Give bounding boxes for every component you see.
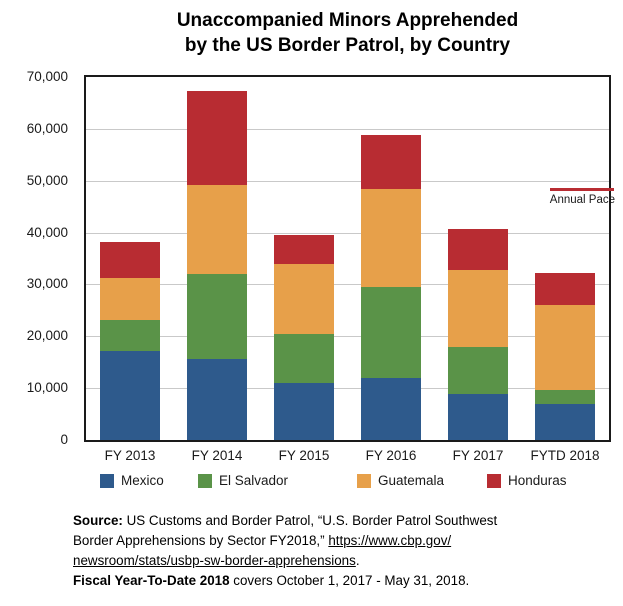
gridline-50000 xyxy=(86,181,609,182)
y-tick-70000: 70,000 xyxy=(26,69,68,84)
bar-segment-fy-2013-mexico xyxy=(99,350,160,440)
source-link-part-2[interactable]: newsroom/stats/usbp-sw-border-apprehensi… xyxy=(73,553,356,568)
bar-segment-fytd-2018-mexico xyxy=(535,404,596,440)
annual-pace-line xyxy=(550,188,615,191)
x-axis: FY 2013 FY 2014 FY 2015 FY 2016 FY 2017 FYTD … xyxy=(0,448,623,466)
source-line-1: Source: US Customs and Border Patrol, “U… xyxy=(73,511,563,531)
legend-label-honduras: Honduras xyxy=(508,473,567,488)
legend-swatch-honduras xyxy=(487,473,501,488)
bar-segment-fy-2014-mexico xyxy=(186,359,247,440)
bar-segment-fytd-2018-guatemala xyxy=(535,304,596,391)
x-axis-label-fy-2013: FY 2013 xyxy=(104,448,156,463)
plot-area: Annual Pace xyxy=(84,75,615,442)
bar-segment-fy-2015-el-salvador xyxy=(273,334,334,383)
bar-segment-fy-2014-honduras xyxy=(186,90,247,186)
bar-segment-fy-2013-guatemala xyxy=(99,277,160,320)
x-axis-label-fy-2016: FY 2016 xyxy=(365,448,417,463)
bar-segment-fytd-2018-honduras xyxy=(535,272,596,305)
bar-segment-fy-2016-mexico xyxy=(361,377,422,440)
y-tick-50000: 50,000 xyxy=(26,173,68,188)
bar-segment-fytd-2018-el-salvador xyxy=(535,390,596,405)
fytd-text: covers October 1, 2017 - May 31, 2018. xyxy=(229,573,470,588)
legend-item-el-salvador: El Salvador xyxy=(198,473,288,488)
legend-item-mexico: Mexico xyxy=(100,473,164,488)
bar-segment-fy-2015-honduras xyxy=(273,235,334,264)
bar-segment-fy-2015-guatemala xyxy=(273,263,334,335)
x-axis-label-fy-2017: FY 2017 xyxy=(452,448,504,463)
source-link-part-1[interactable]: https://www.cbp.gov/ xyxy=(328,533,452,548)
source-label: Source: xyxy=(73,513,123,528)
gridline-60000 xyxy=(86,129,609,130)
source-line-2: Border Apprehensions by Sector FY2018,” … xyxy=(73,531,563,551)
source-line-4: Fiscal Year-To-Date 2018 covers October … xyxy=(73,571,563,591)
source-line-3: newsroom/stats/usbp-sw-border-apprehensi… xyxy=(73,551,563,571)
y-tick-40000: 40,000 xyxy=(26,225,68,240)
legend-label-el-salvador: El Salvador xyxy=(219,473,289,488)
source-note: Source: US Customs and Border Patrol, “U… xyxy=(73,511,563,591)
bar-segment-fy-2015-mexico xyxy=(273,382,334,440)
bar-segment-fy-2013-honduras xyxy=(99,242,160,278)
y-axis: 70,000 60,000 50,000 40,000 30,000 20,000 10,0… xyxy=(0,0,68,460)
bar-segment-fy-2017-guatemala xyxy=(448,269,509,347)
y-tick-60000: 60,000 xyxy=(26,121,68,136)
bar-segment-fy-2016-el-salvador xyxy=(361,287,422,378)
bar-segment-fy-2017-mexico xyxy=(448,393,509,440)
y-tick-0: 0 xyxy=(60,432,68,447)
annual-pace-label: Annual Pace xyxy=(549,194,616,206)
y-tick-10000: 10,000 xyxy=(26,380,68,395)
gridline-10000 xyxy=(86,388,609,389)
legend-item-honduras: Honduras xyxy=(487,473,567,488)
legend-swatch-el-salvador xyxy=(198,473,212,488)
bar-segment-fy-2017-honduras xyxy=(448,229,509,270)
chart-title-line2: by the US Border Patrol, by Country xyxy=(184,35,511,56)
bar-segment-fy-2017-el-salvador xyxy=(448,346,509,394)
legend-label-mexico: Mexico xyxy=(121,473,164,488)
legend: Mexico El Salvador Guatemala Honduras xyxy=(0,473,623,491)
y-tick-30000: 30,000 xyxy=(26,276,68,291)
chart-title: Unaccompanied Minors Apprehended by the … xyxy=(84,8,611,58)
source-text-1: US Customs and Border Patrol, “U.S. Bord… xyxy=(122,513,498,528)
legend-label-guatemala: Guatemala xyxy=(378,473,445,488)
bar-segment-fy-2013-el-salvador xyxy=(99,319,160,351)
bar-segment-fy-2014-guatemala xyxy=(186,185,247,275)
source-text-3: . xyxy=(355,553,360,568)
legend-swatch-guatemala xyxy=(357,473,371,488)
gridline-30000 xyxy=(86,284,609,285)
bar-segment-fy-2014-el-salvador xyxy=(186,274,247,360)
bar-segment-fy-2016-guatemala xyxy=(361,189,422,288)
source-text-2: Border Apprehensions by Sector FY2018,” xyxy=(73,533,329,548)
legend-swatch-mexico xyxy=(100,473,114,488)
x-axis-label-fytd-2018: FYTD 2018 xyxy=(530,448,600,463)
legend-item-guatemala: Guatemala xyxy=(357,473,444,488)
x-axis-label-fy-2014: FY 2014 xyxy=(191,448,243,463)
bar-segment-fy-2016-honduras xyxy=(361,134,422,190)
y-tick-20000: 20,000 xyxy=(26,328,68,343)
fytd-label: Fiscal Year-To-Date 2018 xyxy=(73,573,230,588)
x-axis-label-fy-2015: FY 2015 xyxy=(278,448,330,463)
gridline-40000 xyxy=(86,233,609,234)
chart-title-line1: Unaccompanied Minors Apprehended xyxy=(176,10,519,31)
gridline-20000 xyxy=(86,336,609,337)
